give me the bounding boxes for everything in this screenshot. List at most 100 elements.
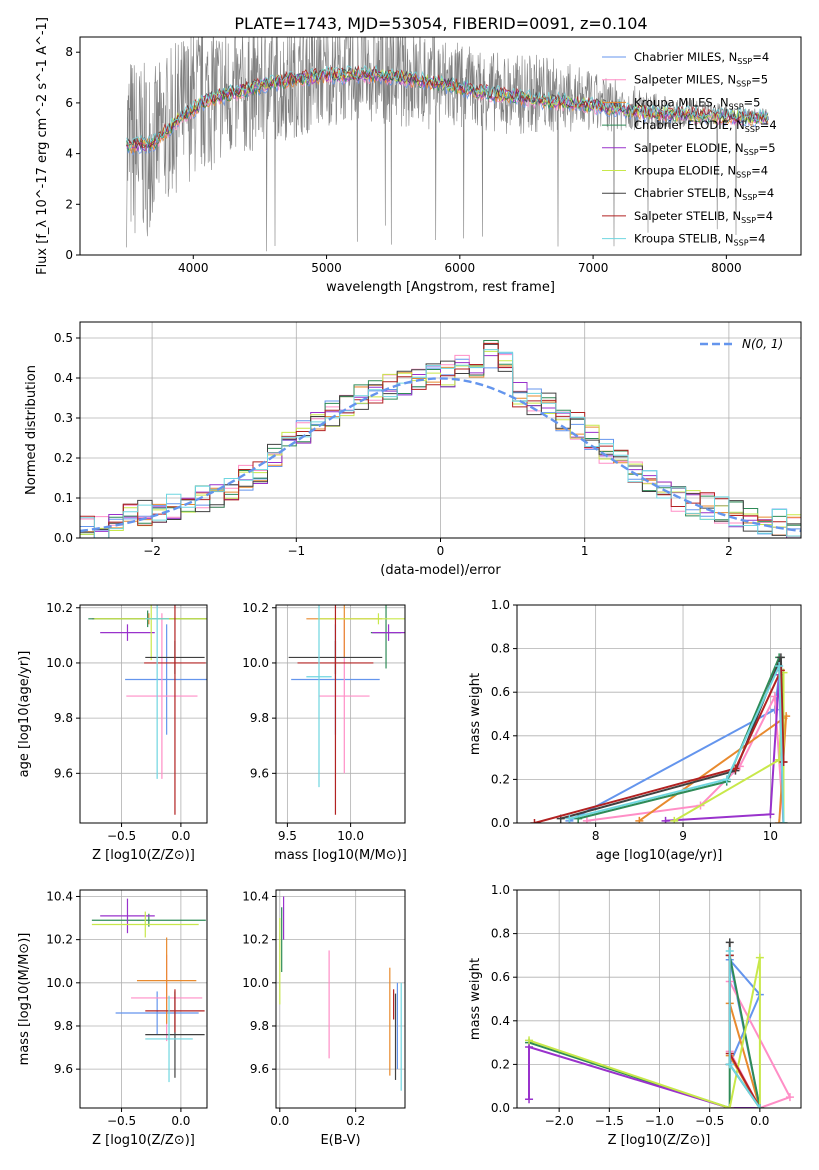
errorbar-point: [126, 613, 198, 779]
legend-entry: Kroupa ELODIE, NSSP=4: [634, 164, 768, 180]
y-tick-label: 4: [65, 147, 73, 161]
y-tick-label: 9.8: [250, 711, 269, 725]
massweight-marker: [582, 816, 591, 823]
y-tick-label: 10.0: [46, 656, 73, 670]
legend-subscript: SSP: [742, 193, 757, 202]
x-tick-label: 7000: [578, 261, 609, 275]
legend-entry: Chabrier STELIB, NSSP=4: [634, 186, 774, 202]
y-tick-label: 9.6: [54, 1062, 73, 1076]
errorbar-point: [100, 898, 155, 934]
x-tick-label: 0.0: [750, 1114, 769, 1128]
x-tick-label: 1: [581, 544, 589, 558]
axes-overlay: 0.0 0.2 9.6 9.8 10.0 10.2 10.4 E(B-V): [242, 889, 406, 1148]
x-tick-label: 6000: [445, 261, 476, 275]
legend-entry: Kroupa STELIB, NSSP=4: [634, 232, 765, 248]
legend-entry: Kroupa MILES, NSSP=5: [634, 95, 760, 111]
legend-subscript: SSP: [744, 148, 759, 157]
y-tick-label: 10.2: [46, 933, 73, 947]
y-tick-label: 9.8: [250, 1019, 269, 1033]
errorbar-point: [125, 624, 207, 735]
y-tick-label: 0.0: [54, 531, 73, 545]
y-tick-label: 0.0: [491, 1101, 510, 1115]
massweight-line: [534, 669, 785, 823]
y-tick-label: 9.6: [250, 766, 269, 780]
errorbar-point: [372, 624, 405, 641]
errorbar-point: [306, 605, 332, 788]
y-tick-label: 0.0: [491, 816, 510, 830]
axes-frame: [79, 889, 208, 1109]
spectrum-legend: Chabrier MILES, NSSP=4 Salpeter MILES, NS…: [602, 50, 777, 248]
x-tick-label: −1: [287, 544, 305, 558]
massweight-line: [568, 674, 785, 823]
massweight-marker: [635, 816, 644, 823]
x-axis-label: mass [log10(M/M⊙)]: [274, 848, 407, 863]
legend-entry: Salpeter MILES, NSSP=5: [634, 73, 768, 89]
massweight-marker: [766, 810, 775, 819]
y-tick-label: 10.2: [242, 601, 269, 615]
massweight-marker: [722, 775, 731, 784]
legend-subscript: SSP: [729, 102, 744, 111]
axes-overlay: 8 9 10 0.0 0.2 0.4 0.6 0.8 1.0 age [log10(age/yr)…: [468, 598, 802, 863]
x-tick-label: 0: [437, 544, 445, 558]
massweight-marker: [525, 1095, 534, 1104]
x-tick-label: −2.0: [545, 1114, 574, 1128]
residual-histogram-step: [80, 349, 801, 538]
legend-subscript: SSP: [741, 216, 756, 225]
legend-value: =5: [751, 73, 768, 87]
legend-value: =4: [751, 164, 768, 178]
x-axis-label: wavelength [Angstrom, rest frame]: [326, 280, 555, 295]
y-axis-label: mass [log10(M/M⊙)]: [17, 933, 32, 1066]
x-tick-label: 4000: [178, 261, 209, 275]
y-tick-label: 0.6: [491, 970, 510, 984]
model-spectrum-line: [126, 64, 769, 149]
plot-area: [91, 898, 206, 1083]
y-tick-label: 10.0: [242, 976, 269, 990]
axes-overlay: −0.5 0.0 9.6 9.8 10.0 10.2 10.4 Z [log10(Z/Z⊙)]…: [17, 889, 208, 1148]
legend-entry: Chabrier MILES, NSSP=4: [634, 50, 769, 66]
normal-distribution-curve: [80, 377, 801, 533]
massweight-marker: [725, 938, 734, 947]
y-tick-label: 10.0: [46, 976, 73, 990]
plot-area: [288, 605, 405, 815]
y-tick-label: 0.4: [491, 729, 510, 743]
y-tick-label: 9.6: [250, 1062, 269, 1076]
x-tick-label: −2: [143, 544, 161, 558]
x-tick-label: 5000: [311, 261, 342, 275]
legend-value: =5: [744, 95, 761, 109]
age-vs-metallicity-panel: −0.5 0.0 9.6 9.8 10.0 10.2 Z [log10(Z/Z⊙)] age …: [17, 601, 208, 863]
axes-frame: [275, 889, 406, 1109]
massweight-vs-metallicity-panel: −2.0 −1.5 −1.0 −0.5 0.0 0.0 0.2 0.4 0.6 0.8 1.0 Z […: [468, 883, 802, 1148]
x-tick-label: 10: [763, 829, 778, 843]
x-axis-label: E(B-V): [320, 1133, 360, 1148]
y-tick-label: 9.8: [54, 1019, 73, 1033]
legend-value: =5: [759, 141, 776, 155]
y-tick-label: 0.1: [54, 491, 73, 505]
y-tick-label: 0.8: [491, 927, 510, 941]
massweight-line: [673, 672, 785, 823]
errorbar-point: [145, 989, 205, 1033]
axes-frame: [275, 604, 406, 824]
y-tick-label: 10.4: [242, 889, 269, 903]
y-tick-label: 10.0: [242, 656, 269, 670]
y-tick-label: 6: [65, 96, 73, 110]
y-axis-label: mass weight: [468, 958, 483, 1040]
legend-entry: Chabrier ELODIE, NSSP=4: [634, 118, 777, 134]
x-tick-label: 8: [592, 829, 600, 843]
massweight-marker: [755, 953, 764, 962]
massweight-marker: [530, 819, 539, 823]
errorbar-point: [91, 911, 199, 938]
massweight-line: [569, 665, 785, 823]
errorbar-point: [145, 605, 170, 779]
x-tick-label: 9: [679, 829, 687, 843]
y-axis-label: mass weight: [468, 673, 483, 755]
axes-frame: [79, 604, 208, 824]
errorbar-point: [136, 937, 197, 1024]
axes-frame: [516, 604, 802, 824]
axes-overlay: 4000 5000 6000 7000 8000 0 2 4 6 8 wavelength [Ang…: [35, 17, 802, 295]
y-tick-label: 0.5: [54, 331, 73, 345]
x-tick-label: −1.5: [595, 1114, 624, 1128]
errorbar-point: [115, 991, 199, 1035]
x-tick-label: 10.0: [337, 829, 364, 843]
y-tick-label: 0.4: [491, 1014, 510, 1028]
